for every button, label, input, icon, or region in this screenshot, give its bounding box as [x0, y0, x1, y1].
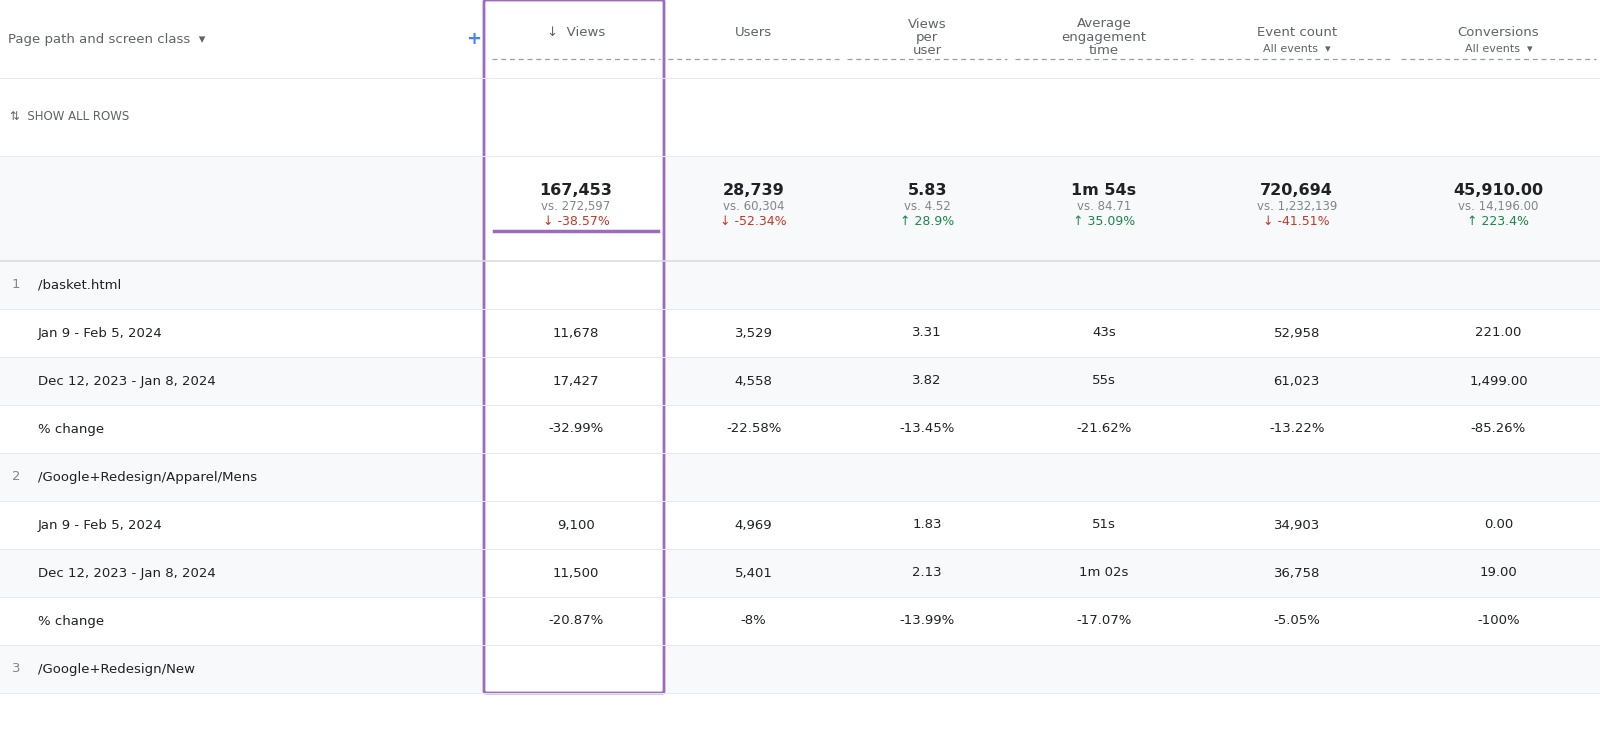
Text: /Google+Redesign/Apparel/Mens: /Google+Redesign/Apparel/Mens	[38, 470, 258, 484]
Text: 0.00: 0.00	[1483, 519, 1514, 531]
Text: 221.00: 221.00	[1475, 326, 1522, 340]
Text: ↑ 35.09%: ↑ 35.09%	[1074, 215, 1134, 228]
Bar	[0, 501, 1600, 549]
Text: -22.58%: -22.58%	[726, 422, 781, 436]
Text: -32.99%: -32.99%	[549, 422, 603, 436]
Text: ↓ -41.51%: ↓ -41.51%	[1264, 215, 1330, 228]
Text: All events  ▾: All events ▾	[1464, 44, 1533, 54]
Text: 1m 54s: 1m 54s	[1072, 183, 1136, 198]
Text: user: user	[912, 44, 942, 56]
Text: -20.87%: -20.87%	[549, 614, 603, 628]
Text: Average: Average	[1077, 18, 1131, 30]
Text: 55s: 55s	[1093, 375, 1115, 387]
FancyBboxPatch shape	[483, 0, 664, 693]
Text: 28,739: 28,739	[723, 183, 784, 198]
Text: 5,401: 5,401	[734, 566, 773, 580]
Bar	[0, 405, 1600, 453]
Text: 3.82: 3.82	[912, 375, 942, 387]
Text: 4,558: 4,558	[734, 375, 773, 387]
Text: 167,453: 167,453	[539, 183, 613, 198]
Text: 9,100: 9,100	[557, 519, 595, 531]
Bar	[0, 645, 1600, 693]
Text: 43s: 43s	[1093, 326, 1115, 340]
Bar	[0, 0, 1600, 78]
Text: Dec 12, 2023 - Jan 8, 2024: Dec 12, 2023 - Jan 8, 2024	[38, 375, 216, 387]
Text: 2.13: 2.13	[912, 566, 942, 580]
Text: Users: Users	[734, 27, 773, 39]
Text: vs. 60,304: vs. 60,304	[723, 200, 784, 213]
Text: 3,529: 3,529	[734, 326, 773, 340]
Text: Page path and screen class  ▾: Page path and screen class ▾	[8, 33, 205, 45]
Text: /basket.html: /basket.html	[38, 278, 122, 292]
Text: -21.62%: -21.62%	[1077, 422, 1131, 436]
Text: vs. 4.52: vs. 4.52	[904, 200, 950, 213]
Text: All events  ▾: All events ▾	[1262, 44, 1331, 54]
Text: -5.05%: -5.05%	[1274, 614, 1320, 628]
Bar	[0, 261, 1600, 309]
Text: engagement: engagement	[1061, 30, 1147, 44]
Text: vs. 84.71: vs. 84.71	[1077, 200, 1131, 213]
Text: 1,499.00: 1,499.00	[1469, 375, 1528, 387]
Text: per: per	[917, 30, 938, 44]
Text: 720,694: 720,694	[1261, 183, 1333, 198]
Text: 5.83: 5.83	[907, 183, 947, 198]
Text: vs. 272,597: vs. 272,597	[541, 200, 611, 213]
Text: % change: % change	[38, 422, 104, 436]
Text: -85.26%: -85.26%	[1470, 422, 1526, 436]
Text: 52,958: 52,958	[1274, 326, 1320, 340]
Text: ↑ 28.9%: ↑ 28.9%	[901, 215, 954, 228]
Text: +: +	[466, 30, 482, 48]
Text: /Google+Redesign/New: /Google+Redesign/New	[38, 663, 195, 675]
Bar	[0, 549, 1600, 597]
Text: Jan 9 - Feb 5, 2024: Jan 9 - Feb 5, 2024	[38, 519, 163, 531]
Text: % change: % change	[38, 614, 104, 628]
Text: 2: 2	[13, 470, 21, 484]
Bar	[0, 309, 1600, 357]
Text: Views: Views	[907, 18, 947, 30]
Text: 51s: 51s	[1093, 519, 1115, 531]
Text: Jan 9 - Feb 5, 2024: Jan 9 - Feb 5, 2024	[38, 326, 163, 340]
Text: -13.45%: -13.45%	[899, 422, 955, 436]
Text: 61,023: 61,023	[1274, 375, 1320, 387]
Text: 45,910.00: 45,910.00	[1453, 183, 1544, 198]
Text: 11,678: 11,678	[554, 326, 598, 340]
Text: 11,500: 11,500	[554, 566, 598, 580]
Bar	[0, 453, 1600, 501]
Text: 3.31: 3.31	[912, 326, 942, 340]
Text: ↓ -38.57%: ↓ -38.57%	[542, 215, 610, 228]
Text: -17.07%: -17.07%	[1077, 614, 1131, 628]
Text: -100%: -100%	[1477, 614, 1520, 628]
Text: ↑ 223.4%: ↑ 223.4%	[1467, 215, 1530, 228]
Text: Dec 12, 2023 - Jan 8, 2024: Dec 12, 2023 - Jan 8, 2024	[38, 566, 216, 580]
Text: vs. 1,232,139: vs. 1,232,139	[1256, 200, 1338, 213]
Text: Conversions: Conversions	[1458, 27, 1539, 39]
Bar	[0, 597, 1600, 645]
Text: 34,903: 34,903	[1274, 519, 1320, 531]
Text: 17,427: 17,427	[552, 375, 600, 387]
Text: -8%: -8%	[741, 614, 766, 628]
Bar	[0, 78, 1600, 156]
Text: vs. 14,196.00: vs. 14,196.00	[1458, 200, 1539, 213]
Bar	[0, 357, 1600, 405]
Text: -13.22%: -13.22%	[1269, 422, 1325, 436]
Text: ↓  Views: ↓ Views	[547, 27, 605, 39]
Text: Event count: Event count	[1256, 27, 1338, 39]
Text: -13.99%: -13.99%	[899, 614, 955, 628]
Text: 3: 3	[13, 663, 21, 675]
Text: 1m 02s: 1m 02s	[1080, 566, 1128, 580]
Text: 36,758: 36,758	[1274, 566, 1320, 580]
Text: 19.00: 19.00	[1480, 566, 1517, 580]
Text: time: time	[1090, 44, 1118, 56]
Text: 4,969: 4,969	[734, 519, 773, 531]
Text: ⇅  SHOW ALL ROWS: ⇅ SHOW ALL ROWS	[10, 111, 130, 123]
Text: 1: 1	[13, 278, 21, 292]
Bar	[0, 156, 1600, 261]
Text: ↓ -52.34%: ↓ -52.34%	[720, 215, 787, 228]
Text: 1.83: 1.83	[912, 519, 942, 531]
